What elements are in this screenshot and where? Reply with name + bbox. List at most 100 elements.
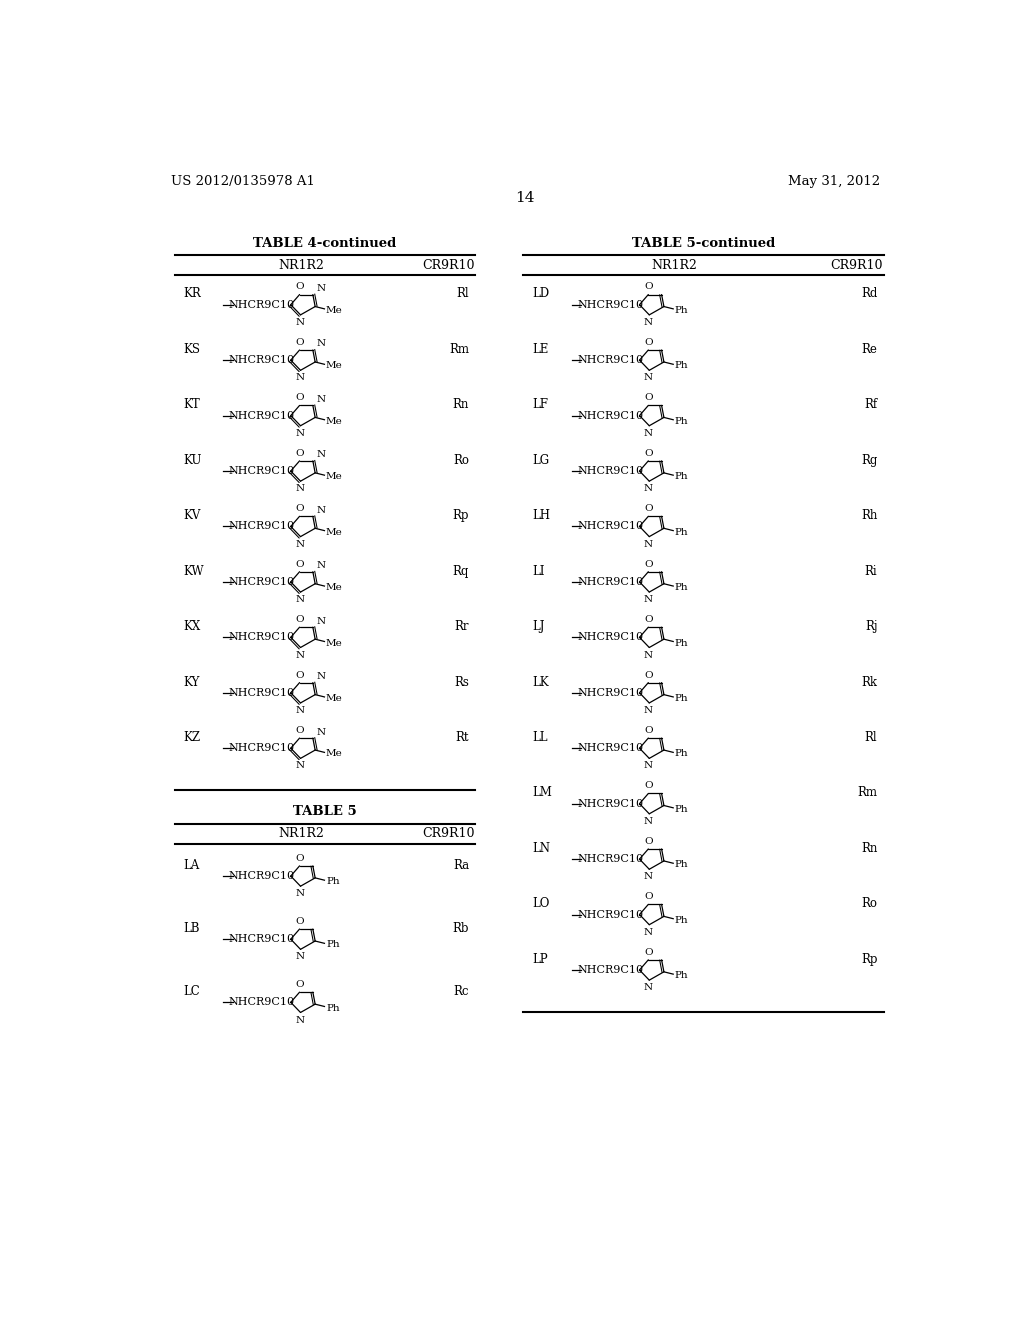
Text: N: N (644, 928, 653, 937)
Text: Ph: Ph (675, 916, 688, 925)
Text: NHCR9C10: NHCR9C10 (228, 577, 294, 587)
Text: Me: Me (326, 306, 343, 315)
Text: NHCR9C10: NHCR9C10 (577, 632, 643, 643)
Text: O: O (295, 338, 304, 347)
Text: O: O (644, 504, 652, 513)
Text: 14: 14 (515, 191, 535, 206)
Text: NHCR9C10: NHCR9C10 (228, 411, 294, 421)
Text: LO: LO (532, 898, 550, 911)
Text: NHCR9C10: NHCR9C10 (577, 909, 643, 920)
Text: NHCR9C10: NHCR9C10 (228, 935, 294, 944)
Text: N: N (316, 616, 326, 626)
Text: N: N (295, 429, 304, 438)
Text: Ph: Ph (675, 750, 688, 759)
Text: NHCR9C10: NHCR9C10 (228, 300, 294, 310)
Text: TABLE 5: TABLE 5 (293, 805, 356, 818)
Text: LP: LP (532, 953, 548, 966)
Text: O: O (295, 917, 304, 925)
Text: Me: Me (326, 750, 343, 759)
Text: NHCR9C10: NHCR9C10 (577, 743, 643, 754)
Text: LA: LA (183, 859, 200, 871)
Text: O: O (295, 979, 304, 989)
Text: N: N (644, 817, 653, 826)
Text: Rr: Rr (455, 620, 469, 634)
Text: LE: LE (532, 343, 549, 356)
Text: O: O (644, 892, 652, 902)
Text: Ro: Ro (453, 454, 469, 467)
Text: KX: KX (183, 620, 201, 634)
Text: Ph: Ph (675, 417, 688, 426)
Text: N: N (316, 339, 326, 348)
Text: N: N (644, 540, 653, 549)
Text: Rm: Rm (449, 343, 469, 356)
Text: O: O (644, 726, 652, 735)
Text: Me: Me (326, 362, 343, 371)
Text: Ph: Ph (675, 362, 688, 371)
Text: KW: KW (183, 565, 205, 578)
Text: Ph: Ph (326, 878, 340, 886)
Text: Rl: Rl (457, 288, 469, 301)
Text: CR9R10: CR9R10 (422, 828, 474, 841)
Text: Me: Me (326, 583, 343, 593)
Text: May 31, 2012: May 31, 2012 (787, 176, 880, 187)
Text: TABLE 5-continued: TABLE 5-continued (632, 236, 775, 249)
Text: Rl: Rl (865, 731, 878, 744)
Text: Ph: Ph (675, 639, 688, 648)
Text: LB: LB (183, 921, 201, 935)
Text: N: N (316, 561, 326, 570)
Text: N: N (295, 484, 304, 494)
Text: NHCR9C10: NHCR9C10 (577, 521, 643, 532)
Text: LC: LC (183, 985, 201, 998)
Text: Rc: Rc (454, 985, 469, 998)
Text: NHCR9C10: NHCR9C10 (577, 355, 643, 366)
Text: N: N (295, 595, 304, 605)
Text: N: N (644, 983, 653, 993)
Text: NHCR9C10: NHCR9C10 (228, 688, 294, 698)
Text: N: N (295, 540, 304, 549)
Text: NHCR9C10: NHCR9C10 (577, 854, 643, 865)
Text: NHCR9C10: NHCR9C10 (577, 799, 643, 809)
Text: NHCR9C10: NHCR9C10 (228, 743, 294, 754)
Text: N: N (295, 374, 304, 383)
Text: TABLE 4-continued: TABLE 4-continued (253, 236, 396, 249)
Text: N: N (295, 318, 304, 327)
Text: NHCR9C10: NHCR9C10 (228, 355, 294, 366)
Text: Me: Me (326, 528, 343, 537)
Text: O: O (295, 504, 304, 513)
Text: O: O (295, 671, 304, 680)
Text: O: O (644, 671, 652, 680)
Text: O: O (644, 948, 652, 957)
Text: Rj: Rj (865, 620, 878, 634)
Text: N: N (644, 706, 653, 715)
Text: KS: KS (183, 343, 201, 356)
Text: O: O (644, 837, 652, 846)
Text: N: N (295, 953, 304, 961)
Text: KU: KU (183, 454, 202, 467)
Text: N: N (644, 318, 653, 327)
Text: Ph: Ph (675, 583, 688, 593)
Text: KR: KR (183, 288, 202, 301)
Text: N: N (316, 506, 326, 515)
Text: Rd: Rd (861, 288, 878, 301)
Text: LG: LG (532, 454, 550, 467)
Text: N: N (316, 727, 326, 737)
Text: NR1R2: NR1R2 (278, 259, 324, 272)
Text: LH: LH (532, 510, 551, 523)
Text: KV: KV (183, 510, 201, 523)
Text: NR1R2: NR1R2 (278, 828, 324, 841)
Text: N: N (295, 706, 304, 715)
Text: Rm: Rm (857, 787, 878, 800)
Text: Rn: Rn (861, 842, 878, 855)
Text: LK: LK (532, 676, 549, 689)
Text: NHCR9C10: NHCR9C10 (577, 688, 643, 698)
Text: NHCR9C10: NHCR9C10 (577, 411, 643, 421)
Text: O: O (644, 282, 652, 292)
Text: NHCR9C10: NHCR9C10 (577, 965, 643, 975)
Text: N: N (295, 762, 304, 771)
Text: NHCR9C10: NHCR9C10 (577, 300, 643, 310)
Text: NHCR9C10: NHCR9C10 (577, 466, 643, 477)
Text: N: N (644, 762, 653, 771)
Text: N: N (644, 374, 653, 383)
Text: Rh: Rh (861, 510, 878, 523)
Text: LI: LI (532, 565, 545, 578)
